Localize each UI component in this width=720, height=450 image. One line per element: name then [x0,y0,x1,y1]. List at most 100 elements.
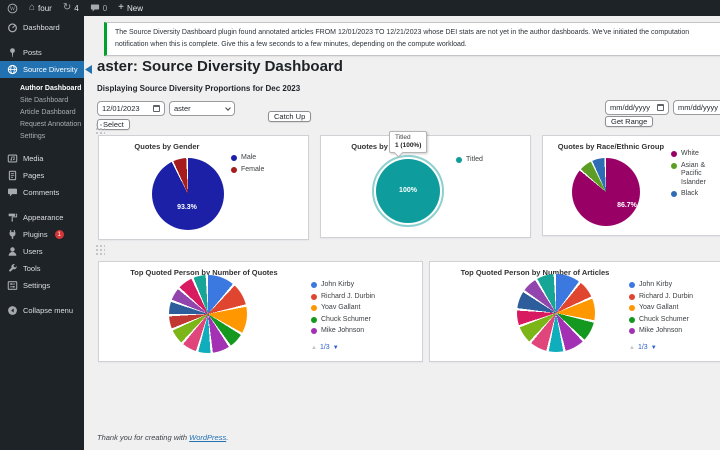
legend-color-dot [311,328,317,334]
drag-handle-dots[interactable] [95,244,105,257]
pager-page-indicator: 1/3 [319,344,330,351]
admin-sidebar: Dashboard Posts Source Diversity Author Das… [0,16,92,450]
legend-item[interactable]: Richard J. Durbin [629,293,693,302]
sidebar-item-dashboard[interactable]: Dashboard [0,19,84,36]
legend-label: John Kirby [321,281,355,288]
comments-indicator[interactable]: 0 [90,3,107,13]
updates-icon: ↻ [62,2,72,13]
pager-up-icon[interactable]: ▲ [311,344,317,351]
legend-label: Chuck Schumer [639,315,689,323]
appearance-icon [7,212,18,223]
sidebar-item-request-annotation[interactable]: Request Annotation [0,118,84,130]
update-count-badge: 1 [54,230,64,239]
pie-chart[interactable] [372,155,444,227]
legend-item[interactable]: Male [231,154,264,163]
legend-item[interactable]: White [671,150,720,159]
sidebar-item-site-dashboard[interactable]: Site Dashboard [0,94,84,106]
sidebar-item-appearance[interactable]: Appearance [0,209,84,226]
pager-up-icon[interactable]: ▲ [629,344,635,351]
legend-label: Yoav Gallant [639,304,679,311]
legend-item[interactable]: Richard J. Durbin [311,293,375,302]
pie-data-label: 100% [399,187,417,194]
range-end-input[interactable]: mm/dd/yyyy [673,100,720,115]
sidebar-item-users[interactable]: Users [0,243,84,260]
legend-item[interactable]: Yoav Gallant [629,304,693,313]
svg-text:W: W [10,6,16,12]
sidebar-item-label: Appearance [23,213,64,222]
pie-chart[interactable] [572,158,640,226]
legend-item[interactable]: Asian & Pacific Islander [671,162,720,188]
media-icon [7,153,18,164]
sidebar-item-comments[interactable]: Comments [0,184,84,201]
new-menu[interactable]: + New [118,3,143,13]
pie-chart[interactable] [169,275,247,353]
legend-color-dot [311,293,317,300]
legend-item[interactable]: Chuck Schumer [629,316,693,325]
page-title: aster: Source Diversity Dashboard [97,58,343,75]
comments-icon [7,187,18,198]
sidebar-item-pages[interactable]: Pages [0,167,84,184]
legend-pager: ▲ 1/3 ▼ [311,344,339,351]
chart-legend: White Asian & Pacific Islander Black [671,150,720,199]
comment-bubble-icon [90,3,100,13]
legend-item[interactable]: Mike Johnson [311,327,375,336]
pie-chart[interactable] [517,274,595,352]
author-select-value: aster [174,104,191,113]
legend-item[interactable]: Titled [456,156,483,165]
sidebar-item-collapse-menu[interactable]: Collapse menu [0,302,84,319]
legend-color-dot [231,155,237,161]
wordpress-logo-icon[interactable]: W [7,3,18,14]
legend-item[interactable]: John Kirby [311,281,375,290]
pie-data-label: 93.3% [177,204,197,211]
author-select[interactable]: aster [169,101,235,116]
sidebar-item-plugins[interactable]: Plugins 1 [0,226,84,243]
wordpress-link[interactable]: WordPress [189,433,227,442]
sidebar-item-tools[interactable]: Tools [0,260,84,277]
legend-label: Asian & Pacific Islander [681,161,706,186]
legend-item[interactable]: Female [231,166,264,175]
drag-handle-dots[interactable] [95,123,105,136]
catch-up-button[interactable]: Catch Up [268,111,312,122]
legend-label: Male [241,154,257,161]
sidebar-item-source-diversity[interactable]: Source Diversity [0,61,92,78]
legend-item[interactable]: Chuck Schumer [311,316,375,325]
start-date-input[interactable]: 12/01/2023 [97,101,165,116]
calendar-icon [657,104,664,111]
chart-title: Quotes by Race/Ethnic Group [557,142,665,151]
sidebar-item-article-dashboard[interactable]: Article Dashboard [0,106,84,118]
sidebar-item-settings[interactable]: Settings [0,130,84,142]
sidebar-item-media[interactable]: Media [0,150,84,167]
admin-bar: W ⌂ four ↻ 4 0 + New [0,0,720,16]
chart-title: Top Quoted Person by Number of Quotes [130,268,278,277]
main-content: The Source Diversity Dashboard plugin fo… [84,16,720,450]
legend-color-dot [671,191,677,197]
chart-legend: Male Female [231,154,264,174]
home-icon: ⌂ [29,2,36,13]
legend-color-dot [456,157,462,163]
sidebar-item-settings[interactable]: Settings [0,277,84,294]
sidebar-item-author-dashboard[interactable]: Author Dashboard [0,82,84,94]
range-start-input[interactable]: mm/dd/yyyy [605,100,669,115]
legend-item[interactable]: Mike Johnson [629,327,693,336]
legend-item[interactable]: Yoav Gallant [311,304,375,313]
legend-item[interactable]: John Kirby [629,281,693,290]
pager-down-icon[interactable]: ▼ [650,344,657,351]
get-range-button[interactable]: Get Range [605,116,654,127]
dashboard-icon [7,22,18,33]
calendar-icon [153,105,160,112]
sidebar-item-label: Source Diversity [23,65,78,74]
chart-panel-top-quoted-articles: Top Quoted Person by Number of Articles … [429,261,720,362]
notice-line-2: notification when this is complete. Give… [115,41,467,48]
pager-down-icon[interactable]: ▼ [332,344,339,351]
site-menu[interactable]: ⌂ four [29,3,52,13]
pie-chart[interactable] [152,158,224,230]
pin-icon [7,47,18,58]
comment-count: 0 [102,3,108,13]
legend-color-dot [671,151,677,157]
legend-item[interactable]: Black [671,190,720,199]
sidebar-item-posts[interactable]: Posts [0,44,84,61]
legend-color-dot [311,316,317,323]
legend-label: White [681,150,699,157]
updates-indicator[interactable]: ↻ 4 [63,3,79,13]
